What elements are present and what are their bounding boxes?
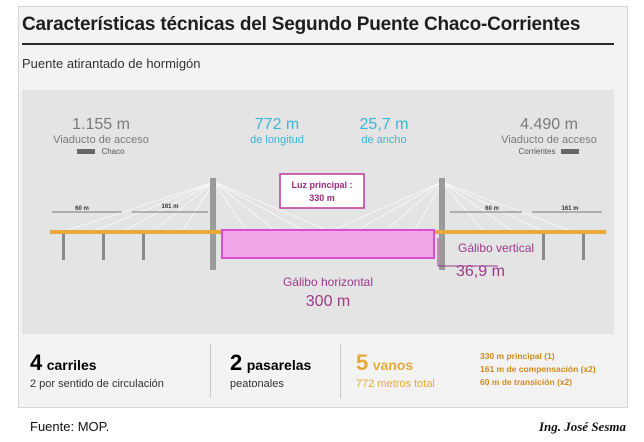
source-note: Fuente: MOP. bbox=[30, 419, 110, 434]
stat-length-value: 772 m bbox=[254, 116, 300, 133]
divider bbox=[340, 344, 341, 398]
spans-desc: 772 metros total bbox=[356, 378, 435, 390]
dim-left-161: 161 m bbox=[161, 204, 178, 210]
spans-number: 5 bbox=[356, 350, 369, 375]
stay-cables-left bbox=[61, 181, 333, 233]
pylon-left bbox=[210, 178, 216, 270]
stat-length: 772 m de longitud bbox=[232, 116, 322, 147]
facts-row: 4 carriles 2 por sentido de circulación … bbox=[22, 336, 614, 402]
main-span-box bbox=[279, 173, 365, 209]
stat-right-side: Corrientes bbox=[494, 147, 604, 156]
main-span-value: 330 m bbox=[309, 193, 335, 203]
arrow-right-icon bbox=[561, 149, 580, 155]
arrow-left-icon bbox=[77, 149, 96, 155]
stat-right-value: 4.490 m bbox=[520, 116, 578, 133]
dim-left-60: 60 m bbox=[75, 206, 89, 212]
fact-lanes: 4 carriles 2 por sentido de circulación bbox=[30, 350, 164, 390]
stat-right-label: Viaducto de acceso bbox=[501, 134, 597, 146]
stat-right-viaduct: 4.490 m Viaducto de acceso Corrientes bbox=[494, 116, 604, 156]
horizontal-clearance-label: Gálibo horizontal bbox=[283, 275, 373, 289]
fact-walkways: 2 pasarelas peatonales bbox=[230, 350, 311, 390]
walkways-number: 2 bbox=[230, 350, 243, 375]
horizontal-clearance-value: 300 m bbox=[306, 293, 350, 310]
stat-width: 25,7 m de ancho bbox=[344, 116, 424, 147]
fact-spans: 5 vanos 772 metros total bbox=[356, 350, 435, 390]
stat-left-value: 1.155 m bbox=[72, 116, 130, 133]
dim-right-161: 161 m bbox=[561, 206, 578, 212]
walkways-unit: pasarelas bbox=[246, 357, 312, 373]
vertical-clearance-label: Gálibo vertical bbox=[458, 241, 534, 255]
bridge-panel: 1.155 m Viaducto de acceso Chaco 772 m d… bbox=[22, 90, 614, 334]
bridge-diagram: 60 m 161 m 60 m 161 m Luz principal : 33… bbox=[50, 173, 606, 310]
title-rule bbox=[22, 43, 614, 45]
lanes-desc: 2 por sentido de circulación bbox=[30, 378, 164, 390]
walkways-desc: peatonales bbox=[230, 378, 284, 390]
stat-width-value: 25,7 m bbox=[359, 116, 409, 133]
infographic-title: Características técnicas del Segundo Pue… bbox=[22, 14, 581, 35]
vertical-clearance-value: 36,9 m bbox=[456, 263, 505, 280]
pylon-right bbox=[439, 178, 445, 270]
divider bbox=[210, 344, 211, 398]
stay-cables-right bbox=[327, 181, 575, 233]
span-item: 161 m de compensación (x2) bbox=[480, 364, 596, 374]
bridge-piers bbox=[62, 234, 585, 260]
lanes-number: 4 bbox=[30, 350, 43, 375]
span-breakdown: 330 m principal (1) 161 m de compensació… bbox=[480, 350, 596, 389]
dim-right-60: 60 m bbox=[485, 206, 499, 212]
stat-left-viaduct: 1.155 m Viaducto de acceso Chaco bbox=[46, 116, 156, 156]
lanes-unit: carriles bbox=[46, 357, 97, 373]
author-signature: Ing. José Sesma bbox=[538, 419, 626, 434]
span-item: 60 m de transición (x2) bbox=[480, 377, 573, 387]
stat-width-label: de ancho bbox=[361, 134, 407, 146]
main-span-label: Luz principal : bbox=[291, 180, 352, 190]
infographic-subtitle: Puente atirantado de hormigón bbox=[22, 56, 201, 71]
stat-left-label: Viaducto de acceso bbox=[53, 134, 149, 146]
navigation-clearance-box bbox=[221, 229, 435, 259]
stat-length-label: de longitud bbox=[250, 134, 304, 146]
span-item: 330 m principal (1) bbox=[480, 351, 555, 361]
stat-left-side: Chaco bbox=[46, 147, 156, 156]
spans-unit: vanos bbox=[372, 357, 414, 373]
